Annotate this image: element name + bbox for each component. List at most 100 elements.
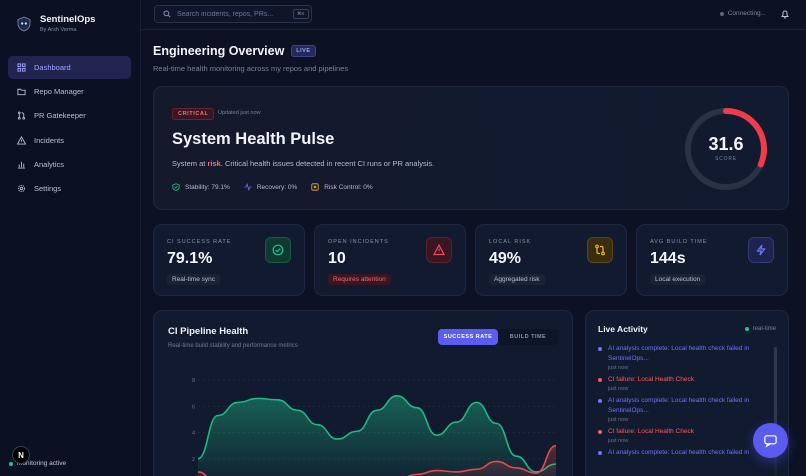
stat-value: 144s: [650, 250, 686, 267]
activity-dot: [598, 346, 602, 351]
activity-text: AI analysis complete: Local health check…: [608, 449, 750, 456]
activity-body: AI analysis complete: Local health check…: [608, 448, 749, 458]
tab-build-time[interactable]: BUILD TIME: [509, 334, 547, 340]
activity-item[interactable]: CI failure: Local Health Check just now: [598, 427, 763, 444]
page-header: Engineering Overview LIVE: [153, 44, 316, 58]
series-area-0: [198, 395, 556, 476]
critical-badge: CRITICAL: [172, 108, 215, 120]
sidebar-item-dashboard[interactable]: Dashboard: [8, 56, 131, 79]
check-circle-icon: [265, 237, 291, 263]
score-gauge: [685, 108, 767, 190]
activity-text: CI failure: Local Health Check: [608, 376, 694, 383]
series-line-0: [197, 395, 557, 473]
activity-item[interactable]: AI analysis complete: Local health check…: [598, 396, 763, 423]
monitoring-status: monitoring active: [9, 460, 66, 467]
score-label: SCORE: [715, 156, 737, 162]
shield-x-icon: [311, 183, 319, 191]
n-badge[interactable]: N: [12, 446, 30, 464]
activity-item[interactable]: CI failure: Local Health Check just now: [598, 375, 763, 392]
stat-card-ci-success: CI SUCCESS RATE 79.1% Real-time sync: [153, 224, 305, 296]
shield-check-icon: [172, 183, 180, 191]
bar-chart-icon: [17, 161, 26, 169]
alert-triangle-icon: [17, 135, 26, 145]
activity-dot: [598, 450, 602, 455]
sidebar-item-label: Dashboard: [34, 63, 71, 72]
activity-body: CI failure: Local Health Check just now: [608, 375, 694, 392]
stat-label: CI SUCCESS RATE: [167, 239, 232, 245]
grid-icon: [17, 63, 26, 72]
brand[interactable]: SentinelOps By Arsh Verma: [16, 14, 95, 33]
series-area-1: [198, 445, 556, 476]
git-pull-request-icon: [17, 111, 26, 120]
hero-desc-risk: risk: [207, 159, 221, 168]
stat-card-open-incidents: OPEN INCIDENTS 10 Requires attention: [314, 224, 466, 296]
activity-dot: [598, 377, 602, 382]
stat-value: 79.1%: [167, 250, 213, 267]
lightning-icon: [748, 237, 774, 263]
metric-recovery: Recovery: 0%: [244, 183, 297, 191]
activity-body: CI failure: Local Health Check just now: [608, 427, 694, 444]
activity-feed: AI analysis complete: Local health check…: [598, 344, 763, 462]
stat-label: AVG BUILD TIME: [650, 239, 708, 245]
sidebar-item-pr-gatekeeper[interactable]: PR Gatekeeper: [8, 104, 131, 127]
connection-label: Connecting...: [727, 10, 766, 17]
search-input[interactable]: [177, 10, 287, 18]
pipeline-title: CI Pipeline Health: [168, 326, 249, 337]
chat-icon: [764, 435, 777, 448]
metric-toggle: SUCCESS RATE BUILD TIME: [438, 329, 558, 345]
activity-dot: [598, 429, 602, 434]
score-gauge-arc: [685, 108, 767, 190]
pipeline-subtitle: Real-time build stability and performanc…: [168, 343, 298, 349]
metric-label: Risk Control: 0%: [324, 183, 373, 191]
folder-icon: [17, 88, 26, 96]
live-badge: LIVE: [291, 45, 316, 57]
hero-description: System at risk. Critical health issues d…: [172, 159, 434, 168]
shield-logo-icon: [17, 16, 31, 31]
stat-value: 49%: [489, 250, 522, 267]
search-box[interactable]: ⌘K: [154, 5, 312, 23]
y-tick-label: 8: [192, 378, 195, 384]
series-line-1: [197, 444, 557, 476]
activity-scrollbar[interactable]: [774, 347, 777, 476]
realtime-dot: [744, 327, 749, 331]
metric-risk-control: Risk Control: 0%: [311, 183, 373, 191]
stat-card-avg-build-time: AVG BUILD TIME 144s Local execution: [636, 224, 788, 296]
realtime-label: real-time: [752, 326, 776, 332]
chat-button[interactable]: [753, 423, 788, 458]
monitoring-status-label: monitoring active: [17, 460, 67, 467]
sidebar-item-settings[interactable]: Settings: [8, 177, 131, 200]
stat-card-local-risk: LOCAL RISK 49% Aggregated risk: [475, 224, 627, 296]
connection-dot: [719, 11, 724, 16]
hero-title: System Health Pulse: [172, 130, 335, 148]
page-subtitle: Real-time health monitoring across my re…: [153, 64, 349, 73]
search-icon: [163, 10, 171, 18]
activity-dot: [598, 398, 602, 403]
sidebar-item-label: Analytics: [34, 159, 65, 169]
activity-item[interactable]: AI analysis complete: Local health check…: [598, 344, 763, 371]
scrollbar-thumb[interactable]: [774, 347, 777, 427]
ci-pipeline-card: CI Pipeline Health Real-time build stabi…: [153, 310, 573, 476]
git-compare-icon: [587, 237, 613, 263]
activity-body: AI analysis complete: Local health check…: [608, 396, 763, 423]
stat-value: 10: [328, 250, 346, 267]
activity-title: Live Activity: [598, 324, 648, 334]
sidebar-nav: Dashboard Repo Manager PR Gatekeeper Inc…: [8, 56, 131, 201]
sidebar-item-label: Repo Manager: [34, 87, 84, 97]
sidebar-item-analytics[interactable]: Analytics: [8, 153, 131, 176]
hero-desc-suffix: . Critical health issues detected in rec…: [220, 159, 435, 168]
activity-item[interactable]: AI analysis complete: Local health check…: [598, 448, 763, 458]
topbar: ⌘K Connecting...: [141, 0, 806, 30]
tab-success-rate[interactable]: SUCCESS RATE: [438, 329, 498, 345]
bell-icon[interactable]: [780, 9, 790, 19]
connection-status: Connecting...: [719, 10, 766, 17]
updated-label: Updated just now: [218, 110, 261, 116]
status-dot: [9, 461, 13, 466]
page-title: Engineering Overview: [153, 44, 285, 58]
sidebar-item-repo-manager[interactable]: Repo Manager: [8, 80, 131, 103]
gear-icon: [17, 184, 26, 193]
sidebar-item-label: PR Gatekeeper: [34, 111, 86, 121]
hero-metrics: Stability: 79.1% Recovery: 0% Risk Contr…: [172, 183, 373, 191]
sidebar-item-label: Settings: [34, 183, 62, 193]
sidebar-item-incidents[interactable]: Incidents: [8, 129, 131, 152]
y-tick-label: 2: [192, 457, 195, 463]
